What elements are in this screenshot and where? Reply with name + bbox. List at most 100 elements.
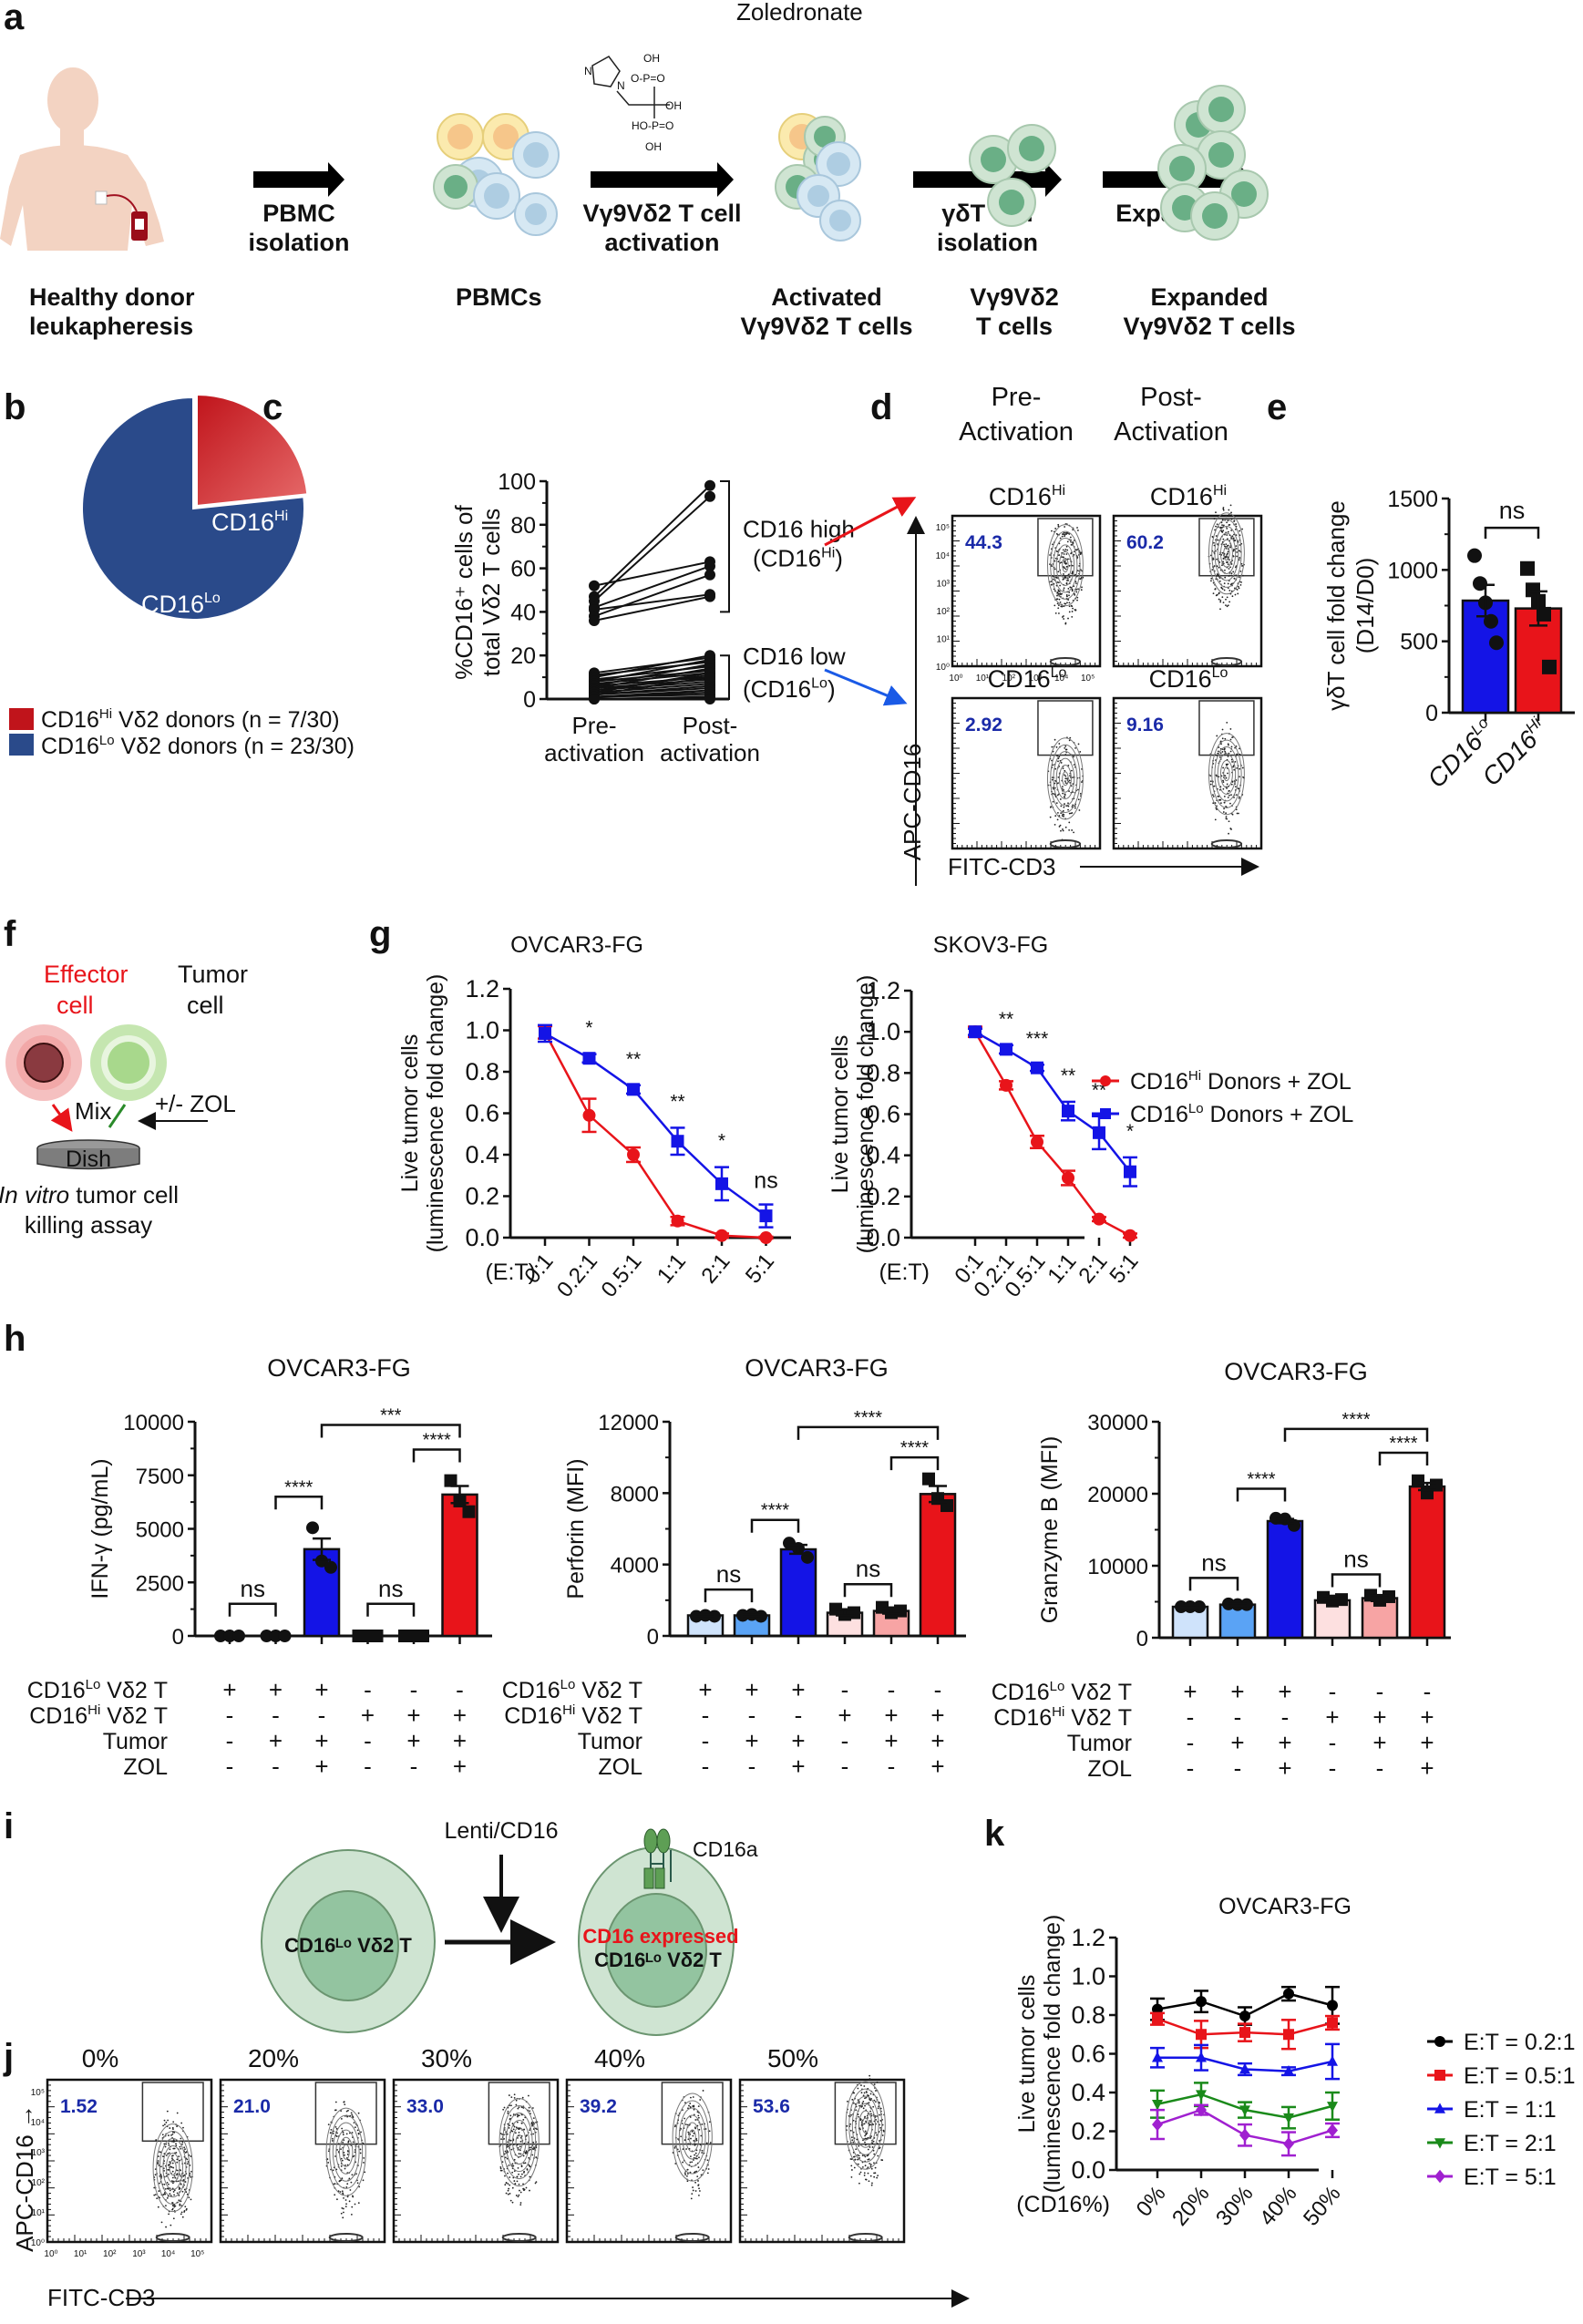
event-dot [706, 2159, 709, 2162]
event-dot [335, 2135, 338, 2138]
event-dot [1228, 590, 1231, 591]
event-dot [867, 2148, 869, 2151]
event-dot [524, 2152, 527, 2154]
event-dot [695, 2170, 698, 2173]
event-dot [171, 2205, 174, 2206]
event-dot [529, 2165, 531, 2168]
axis-population [501, 2233, 537, 2242]
y-tick-label: 8000 [611, 1482, 659, 1506]
y-log-tick: 10² [32, 2178, 46, 2188]
condition-sign: + [791, 1753, 805, 1780]
condition-sign: - [748, 1702, 756, 1729]
event-dot [1227, 563, 1229, 565]
panel-i: i CD16ᴸᵒ Vδ2 T Lenti/CD16 CD16a CD16 exp… [4, 1806, 758, 2036]
event-dot [357, 2202, 360, 2205]
data-point [1239, 2062, 1250, 2074]
event-dot [1225, 555, 1228, 558]
event-dot [515, 2103, 518, 2106]
event-dot [350, 2112, 353, 2114]
condition-sign: + [791, 1727, 805, 1754]
event-dot [169, 2161, 171, 2164]
event-dot [187, 2163, 189, 2165]
event-dot [862, 2094, 865, 2097]
x-tick-label: 40% [1255, 2182, 1302, 2231]
assay-caption-line2: killing assay [25, 1211, 152, 1239]
event-dot [699, 2190, 701, 2192]
event-dot [505, 2182, 508, 2185]
event-dot [172, 2191, 175, 2193]
event-dot [870, 2167, 873, 2170]
gate-box [1198, 518, 1255, 577]
tumor-arrow-icon [108, 1104, 127, 1128]
event-dot [166, 2181, 169, 2184]
y-tick-label: 80 [510, 513, 536, 539]
event-dot [163, 2123, 166, 2125]
contour-line [1217, 753, 1237, 795]
data-point [416, 1630, 429, 1642]
condition-sign: - [1187, 1703, 1195, 1731]
data-point [324, 1560, 337, 1574]
event-dot [500, 2138, 502, 2141]
event-dot [1218, 798, 1220, 801]
event-dot [335, 2127, 338, 2130]
event-dot [684, 2123, 687, 2125]
event-dot [858, 2157, 861, 2159]
x-axis-label: (CD16%) [1016, 2192, 1110, 2217]
event-dot [698, 2128, 701, 2131]
y-axis-label-line2: (luminescence fold change) [853, 975, 879, 1254]
event-dot [161, 2134, 164, 2136]
event-dot [1061, 616, 1064, 618]
event-dot [354, 2203, 356, 2206]
data-point [1239, 2128, 1250, 2142]
event-dot [1065, 553, 1068, 555]
y-axis-label: Perforin (MFI) [563, 1458, 589, 1599]
event-dot [332, 2169, 334, 2172]
event-dot [180, 2211, 183, 2214]
event-dot [1226, 521, 1228, 524]
event-dot [1232, 766, 1234, 768]
y-tick-label: 0.0 [465, 1224, 499, 1251]
event-dot [171, 2202, 173, 2204]
event-dot [1237, 585, 1239, 588]
event-dot [1061, 556, 1063, 559]
x-log-tick: 10¹ [976, 674, 990, 684]
event-dot [159, 2165, 162, 2168]
event-dot [1217, 750, 1219, 753]
data-point-post [704, 672, 715, 684]
event-dot [697, 2116, 700, 2119]
event-dot [1236, 551, 1239, 553]
event-dot [519, 2153, 522, 2155]
event-dot [1220, 743, 1222, 746]
data-point [1152, 2013, 1163, 2025]
event-dot [519, 2140, 522, 2143]
event-dot [1226, 528, 1228, 530]
contour-line [1046, 524, 1084, 607]
contour-line [166, 2153, 180, 2184]
axis-population [1210, 657, 1243, 666]
y-tick-label: 20 [510, 643, 536, 669]
gate-percentage: 9.16 [1126, 715, 1164, 735]
event-dot [1218, 561, 1221, 563]
event-dot [165, 2205, 167, 2206]
isolated-cells-icon [969, 124, 1056, 227]
event-dot [1210, 577, 1213, 580]
significance-label: ** [1061, 1065, 1075, 1086]
event-dot [689, 2161, 692, 2164]
event-dot [691, 2161, 694, 2164]
data-point [1196, 1996, 1207, 2008]
contour-line [1053, 751, 1078, 807]
event-dot [1214, 588, 1217, 590]
event-dot [1223, 582, 1226, 585]
contour-line [162, 2145, 183, 2191]
event-dot [1221, 737, 1224, 740]
paired-line [593, 658, 711, 683]
contour-line [1053, 538, 1078, 593]
event-dot [499, 2169, 502, 2172]
paired-line [593, 593, 711, 612]
event-dot [1222, 508, 1225, 510]
data-point [278, 1630, 292, 1642]
event-dot [186, 2193, 189, 2195]
significance-bracket [228, 1602, 277, 1617]
